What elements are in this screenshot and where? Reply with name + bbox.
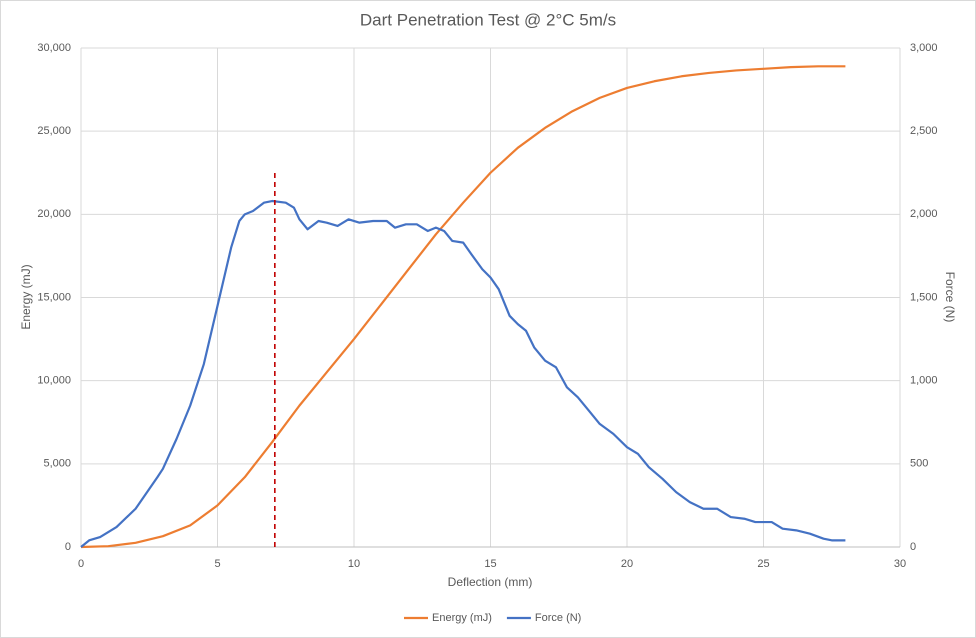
- x-axis-label: Deflection (mm): [448, 575, 533, 589]
- x-tick-label: 15: [484, 558, 496, 570]
- y2-tick-label: 500: [910, 458, 928, 470]
- y-tick-label: 10,000: [37, 375, 71, 387]
- legend-label: Force (N): [535, 612, 581, 624]
- x-tick-label: 5: [214, 558, 220, 570]
- x-tick-label: 25: [757, 558, 769, 570]
- chart-title: Dart Penetration Test @ 2°C 5m/s: [360, 10, 616, 29]
- y-tick-label: 0: [65, 541, 71, 553]
- x-tick-label: 20: [621, 558, 633, 570]
- y2-tick-label: 2,500: [910, 125, 938, 137]
- series-line: [80, 199, 846, 548]
- y-tick-label: 30,000: [37, 42, 71, 54]
- y-axis-label: Energy (mJ): [19, 264, 33, 329]
- y2-tick-label: 0: [910, 541, 916, 553]
- x-tick-label: 10: [348, 558, 360, 570]
- x-tick-label: 0: [78, 558, 84, 570]
- legend-label: Energy (mJ): [432, 612, 492, 624]
- y-tick-label: 5,000: [43, 458, 71, 470]
- y-tick-label: 25,000: [37, 125, 71, 137]
- y-tick-label: 15,000: [37, 291, 71, 303]
- y2-tick-label: 1,500: [910, 291, 938, 303]
- y2-axis-label: Force (N): [943, 272, 957, 323]
- series-line: [80, 65, 846, 549]
- y2-tick-label: 1,000: [910, 375, 938, 387]
- y2-tick-label: 2,000: [910, 208, 938, 220]
- x-tick-label: 30: [894, 558, 906, 570]
- y-tick-label: 20,000: [37, 208, 71, 220]
- y2-tick-label: 3,000: [910, 42, 938, 54]
